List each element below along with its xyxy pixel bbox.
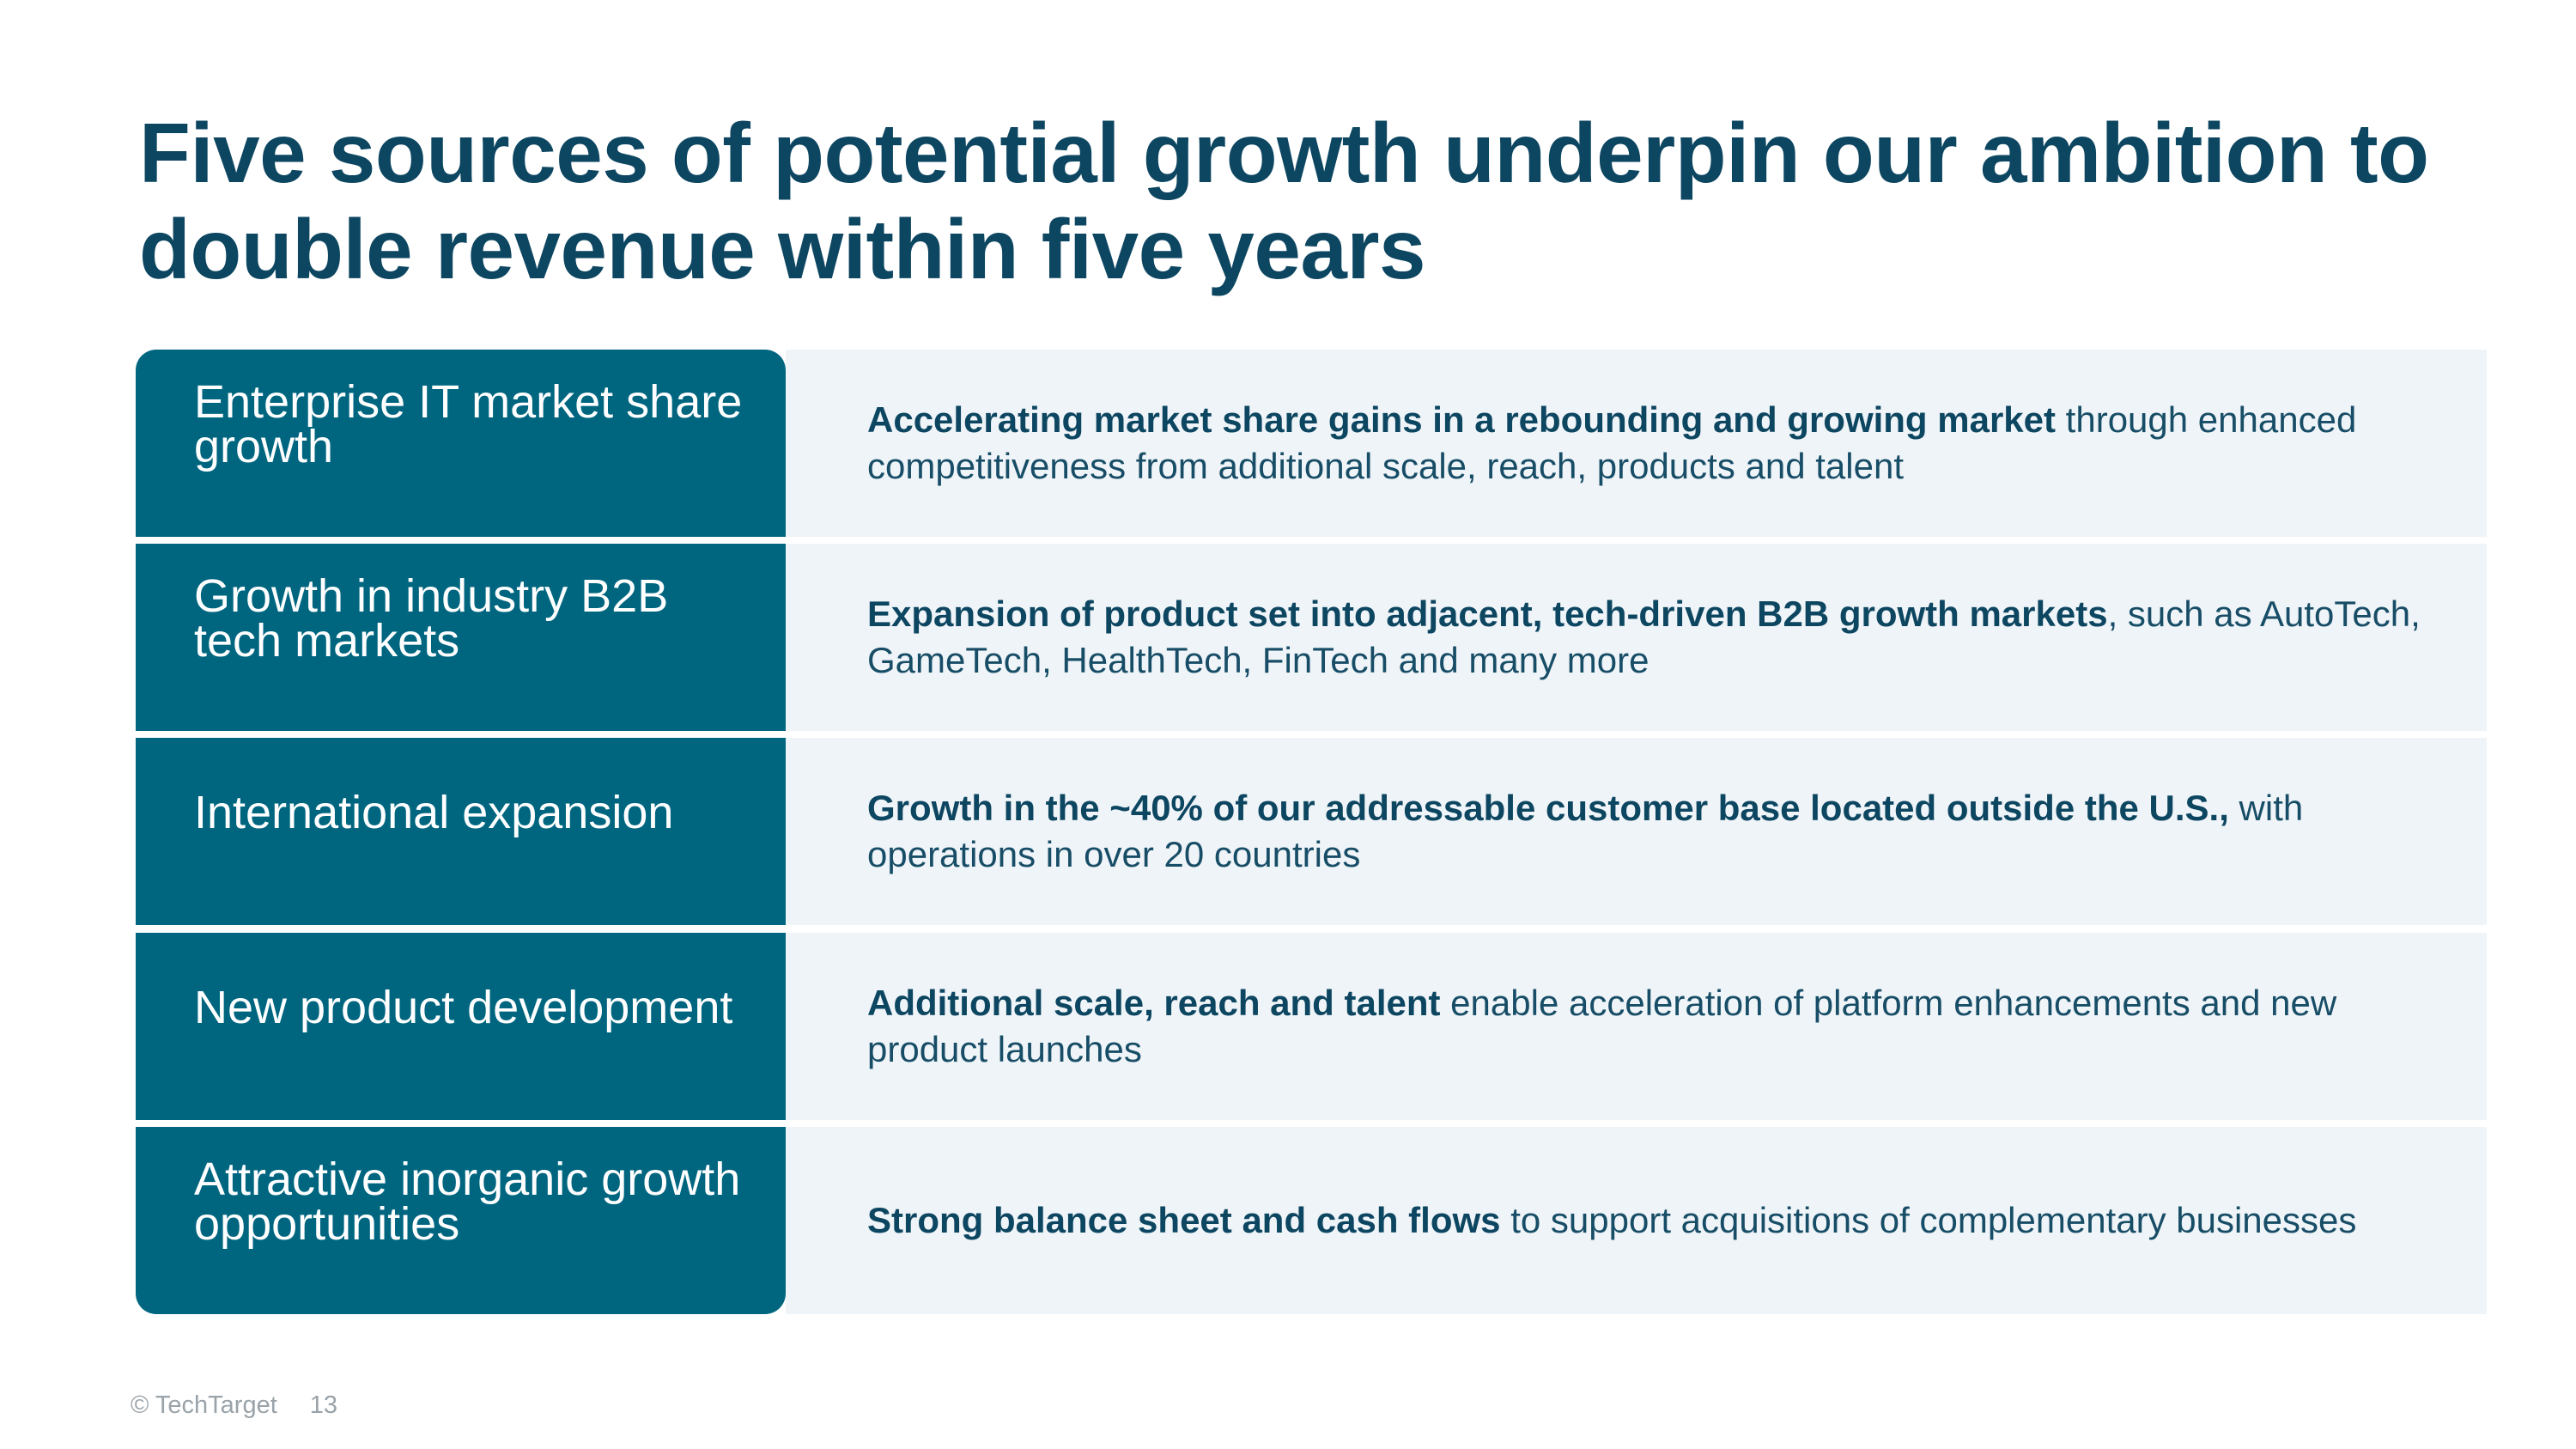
- description-rest: , such as AutoTech, GameTech, HealthTech…: [867, 594, 2421, 680]
- row-label: Attractive inorganic growth opportunitie…: [194, 1154, 741, 1250]
- copyright-text: © TechTarget: [131, 1391, 277, 1419]
- table-row: International expansion Growth in the ~4…: [136, 738, 2487, 925]
- growth-sources-table: Enterprise IT market share growth Accele…: [136, 350, 2487, 1314]
- row-description-cell: Additional scale, reach and talent enabl…: [786, 933, 2487, 1120]
- row-label-cell: Enterprise IT market share growth: [136, 350, 786, 537]
- description-highlight: Growth in the ~40% of our addressable cu…: [867, 788, 2229, 828]
- table-row: Attractive inorganic growth opportunitie…: [136, 1127, 2487, 1314]
- table-row: New product development Additional scale…: [136, 933, 2487, 1120]
- description-rest: with operations in over 20 countries: [867, 788, 2304, 874]
- row-label: International expansion: [194, 787, 674, 838]
- row-label-cell: Growth in industry B2B tech markets: [136, 544, 786, 731]
- row-description: Growth in the ~40% of our addressable cu…: [867, 785, 2435, 878]
- description-highlight: Strong balance sheet and cash flows: [867, 1200, 1501, 1240]
- slide-footer: © TechTarget 13: [131, 1391, 337, 1420]
- description-highlight: Expansion of product set into adjacent, …: [867, 594, 2108, 634]
- row-label-cell: Attractive inorganic growth opportunitie…: [136, 1127, 786, 1314]
- table-row: Growth in industry B2B tech markets Expa…: [136, 544, 2487, 731]
- row-description-cell: Growth in the ~40% of our addressable cu…: [786, 738, 2487, 925]
- row-description: Strong balance sheet and cash flows to s…: [867, 1197, 2356, 1244]
- row-description-cell: Expansion of product set into adjacent, …: [786, 544, 2487, 731]
- row-label-cell: International expansion: [136, 738, 786, 925]
- table-row: Enterprise IT market share growth Accele…: [136, 350, 2487, 537]
- description-highlight: Additional scale, reach and talent: [867, 983, 1441, 1023]
- description-rest: to support acquisitions of complementary…: [1500, 1200, 2357, 1240]
- row-label-cell: New product development: [136, 933, 786, 1120]
- slide-title: Five sources of potential growth underpi…: [139, 106, 2429, 296]
- row-description: Additional scale, reach and talent enabl…: [867, 980, 2435, 1073]
- page-number: 13: [309, 1391, 338, 1419]
- description-highlight: Accelerating market share gains in a reb…: [867, 399, 2057, 440]
- row-label: New product development: [194, 982, 733, 1033]
- row-description: Accelerating market share gains in a reb…: [867, 397, 2435, 490]
- row-label: Growth in industry B2B tech markets: [194, 570, 669, 667]
- row-label: Enterprise IT market share growth: [194, 376, 743, 472]
- row-description-cell: Accelerating market share gains in a reb…: [786, 350, 2487, 537]
- description-rest: enable acceleration of platform enhancem…: [867, 983, 2337, 1069]
- row-description-cell: Strong balance sheet and cash flows to s…: [786, 1127, 2487, 1314]
- description-rest: through enhanced competitiveness from ad…: [867, 399, 2357, 486]
- row-description: Expansion of product set into adjacent, …: [867, 591, 2435, 684]
